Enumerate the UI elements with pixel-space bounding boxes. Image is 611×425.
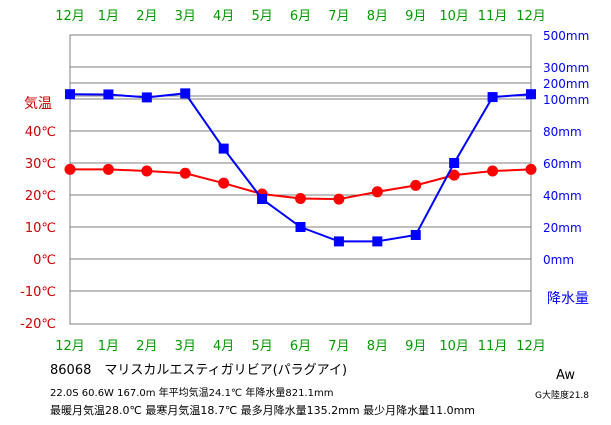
month-label-bottom: 12月: [55, 339, 85, 354]
month-label-bottom: 9月: [405, 339, 426, 354]
temperature-point: [487, 165, 499, 177]
station-stats: 22.0S 60.6W 167.0m 年平均気温24.1℃ 年降水量821.1m…: [50, 388, 334, 399]
climate-code: Aw: [556, 368, 575, 383]
precipitation-point: [372, 236, 383, 247]
month-label-top: 5月: [251, 9, 272, 24]
temperature-point: [410, 179, 422, 191]
temperature-point: [448, 169, 460, 181]
precip-tick-label: 200mm: [543, 77, 589, 91]
temperature-point: [371, 186, 383, 198]
precip-tick-label: 60mm: [543, 157, 582, 171]
continentality: G大陸度21.8: [535, 391, 590, 401]
precipitation-point: [526, 89, 536, 100]
temp-tick-label: -10℃: [20, 285, 56, 300]
precipitation-point: [449, 158, 460, 168]
station-title: 86068 マリスカルエスティガリビア(パラグアイ): [50, 363, 348, 378]
precipitation-point: [410, 230, 421, 240]
month-label-bottom: 10月: [439, 339, 469, 354]
month-label-bottom: 11月: [478, 339, 508, 354]
precipitation-point: [487, 92, 498, 103]
precipitation-point: [257, 194, 268, 204]
precip-tick-label: 300mm: [543, 61, 589, 75]
month-label-bottom: 3月: [175, 339, 196, 354]
precipitation-point: [180, 88, 191, 99]
precipitation-point: [141, 92, 152, 103]
month-label-bottom: 4月: [213, 339, 234, 354]
temp-tick-label: -20℃: [20, 317, 56, 332]
precipitation-point: [295, 222, 306, 232]
temp-tick-label: 20℃: [25, 189, 56, 204]
month-label-top: 3月: [175, 9, 196, 24]
temp-tick-label: 10℃: [25, 221, 56, 236]
precip-axis-label: 降水量: [547, 291, 589, 307]
temperature-point: [333, 193, 345, 205]
precipitation-line: [69, 92, 532, 243]
precipitation-point: [103, 89, 114, 100]
station-extremes: 最暖月気温28.0℃ 最寒月気温18.7℃ 最多月降水量135.2mm 最少月降…: [50, 404, 476, 417]
precip-tick-label: 40mm: [543, 189, 582, 203]
month-label-bottom: 5月: [251, 339, 272, 354]
temp-tick-label: 0℃: [33, 253, 56, 268]
precipitation-point: [333, 236, 344, 247]
month-label-top: 10月: [439, 9, 469, 24]
precip-tick-label: 100mm: [543, 93, 589, 107]
month-label-bottom: 12月: [516, 339, 546, 354]
precip-tick-label: 80mm: [543, 125, 582, 139]
month-label-top: 4月: [213, 9, 234, 24]
month-label-top: 1月: [98, 9, 119, 24]
temp-tick-label: 30℃: [25, 157, 56, 172]
temp-tick-label: 40℃: [25, 125, 56, 140]
month-label-top: 2月: [136, 9, 157, 24]
month-label-top: 12月: [516, 9, 546, 24]
month-label-bottom: 1月: [98, 339, 119, 354]
temperature-point: [102, 163, 114, 175]
temp-axis-label: 気温: [24, 96, 52, 112]
month-label-bottom: 7月: [328, 339, 349, 354]
precip-tick-label: 20mm: [543, 221, 582, 235]
month-label-bottom: 8月: [367, 339, 388, 354]
precipitation-point: [218, 143, 229, 154]
month-label-top: 6月: [290, 9, 311, 24]
temperature-point: [218, 177, 230, 189]
temperature-point: [64, 163, 76, 175]
temperature-point: [141, 165, 153, 177]
month-label-top: 8月: [367, 9, 388, 24]
month-label-top: 9月: [405, 9, 426, 24]
precip-tick-label: 500mm: [543, 29, 589, 43]
month-label-bottom: 2月: [136, 339, 157, 354]
plot-frame: [69, 34, 532, 325]
precip-tick-label: 0mm: [543, 253, 574, 267]
month-label-bottom: 6月: [290, 339, 311, 354]
temperature-point: [525, 163, 537, 175]
temperature-point: [179, 167, 191, 179]
month-label-top: 11月: [478, 9, 508, 24]
month-label-top: 12月: [55, 9, 85, 24]
month-label-top: 7月: [328, 9, 349, 24]
temperature-point: [295, 193, 306, 205]
precipitation-point: [65, 89, 75, 100]
